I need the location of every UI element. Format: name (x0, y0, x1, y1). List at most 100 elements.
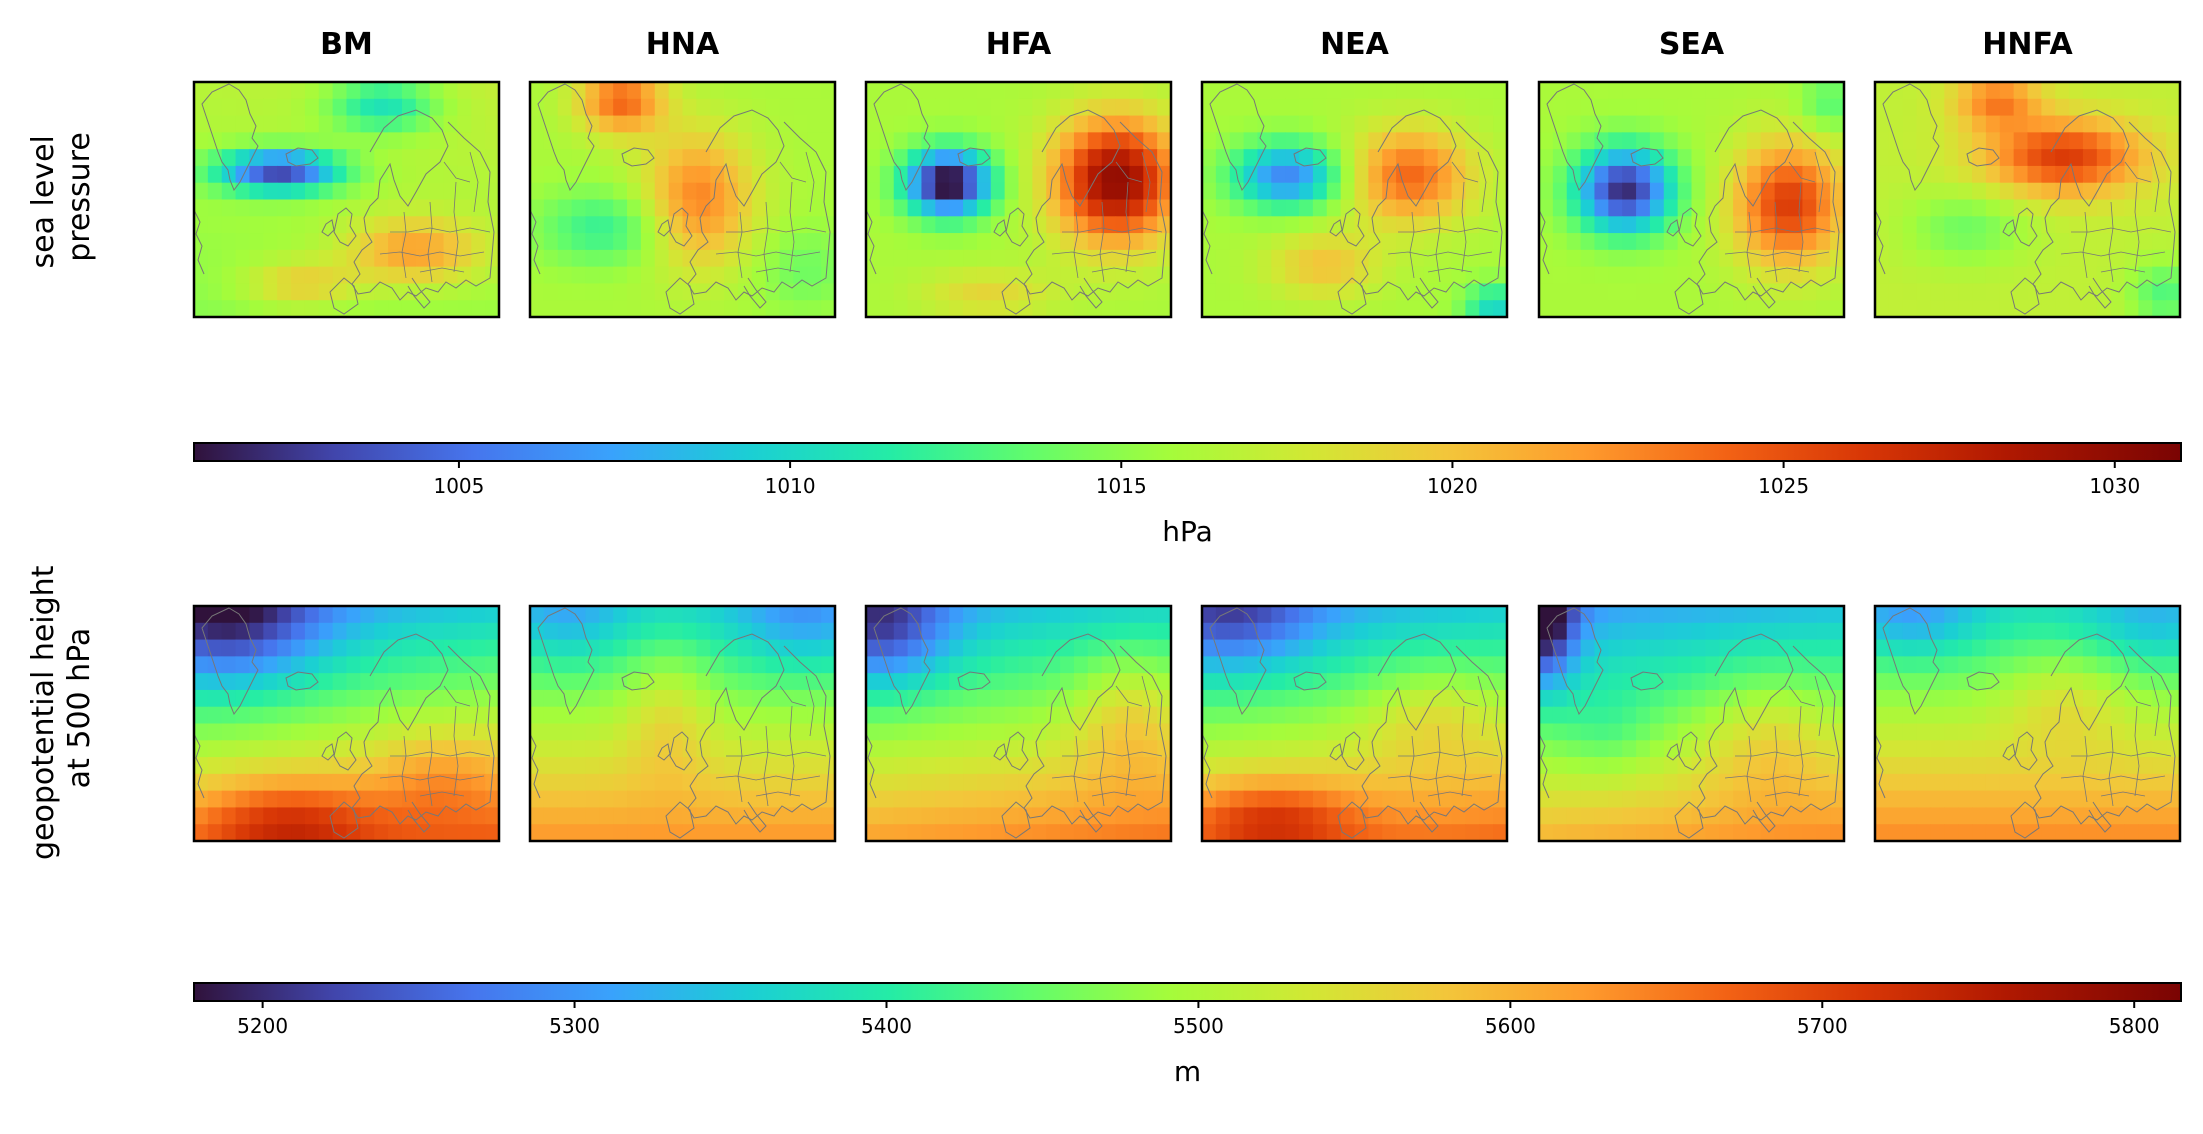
heat-cell (1677, 622, 1693, 641)
heat-cell (1944, 283, 1959, 301)
heat-cell (807, 622, 822, 641)
heat-cell (346, 216, 361, 234)
heat-cell (1719, 622, 1734, 641)
heat-cell (1636, 300, 1651, 317)
heat-cell (949, 606, 964, 624)
heat-cell (557, 824, 573, 841)
heat-cell (346, 98, 361, 117)
heat-cell (1594, 757, 1609, 775)
heat-cell (1916, 824, 1932, 841)
heat-cell (654, 706, 670, 725)
heat-cell (2013, 249, 2029, 268)
heat-cell (249, 824, 264, 841)
heat-cell (1129, 82, 1144, 100)
heat-cell (710, 757, 725, 775)
heat-cell (1760, 216, 1776, 234)
heat-cell (249, 807, 264, 825)
heat-cell (1479, 622, 1494, 641)
heat-cell (1958, 656, 1973, 674)
heat-cell (1257, 266, 1272, 285)
heat-cell (1312, 606, 1328, 624)
heat-cell (1340, 132, 1356, 150)
heat-cell (1326, 182, 1342, 201)
heat-cell (627, 165, 642, 184)
heat-cell (194, 249, 209, 268)
heat-cell (963, 149, 978, 167)
heat-cell (1816, 233, 1831, 251)
heat-cell (360, 266, 375, 285)
heat-cell (2124, 740, 2140, 758)
heat-cell (1622, 233, 1637, 251)
heat-cell (1271, 807, 1286, 825)
heat-cell (2041, 266, 2056, 285)
heat-cell (1087, 82, 1103, 100)
heat-cell (2096, 149, 2112, 167)
heat-cell (1580, 182, 1596, 201)
heat-cell (571, 283, 587, 301)
heat-cell (332, 300, 348, 317)
heat-cell (585, 723, 600, 741)
heat-cell (990, 656, 1006, 674)
heat-cell (1774, 606, 1790, 624)
heat-cell (1705, 98, 1720, 117)
heat-cell (2152, 165, 2167, 184)
heat-cell (640, 199, 656, 217)
heat-cell (1677, 790, 1693, 809)
heat-cell (1774, 233, 1790, 251)
heat-cell (360, 757, 375, 775)
heat-cell (1202, 706, 1217, 725)
heat-cell (935, 283, 950, 301)
heat-cell (332, 115, 348, 133)
heat-cell (1985, 790, 2001, 809)
heat-cell (807, 706, 822, 725)
heat-cell (1046, 673, 1061, 691)
heat-cell (530, 132, 545, 150)
heat-cell (318, 98, 334, 117)
heat-cell (779, 233, 795, 251)
heat-cell (401, 82, 417, 100)
heat-cell (471, 706, 486, 725)
heat-cell (1539, 249, 1554, 268)
heat-cell (1340, 673, 1356, 691)
heat-cell (613, 249, 628, 268)
heat-cell (388, 773, 403, 792)
heat-cell (2152, 249, 2167, 268)
heat-cell (1733, 740, 1748, 758)
heat-cell (1985, 249, 2001, 268)
heat-cell (1760, 266, 1776, 285)
heat-cell (415, 300, 431, 317)
heat-cell (935, 233, 950, 251)
heat-cell (221, 639, 237, 657)
heat-cell (1101, 723, 1117, 741)
heat-cell (263, 82, 278, 100)
heat-cell (1229, 773, 1245, 792)
heat-cell (751, 673, 767, 691)
heat-cell (893, 673, 909, 691)
heat-cell (1143, 165, 1158, 184)
heat-cell (2124, 82, 2140, 100)
heat-cell (2166, 790, 2180, 809)
heat-cell (907, 199, 923, 217)
heat-cell (1215, 300, 1231, 317)
heat-cell (585, 622, 600, 641)
heat-cell (627, 216, 642, 234)
heat-cell (557, 82, 573, 100)
heat-cell (1257, 673, 1272, 691)
heat-cell (793, 216, 808, 234)
heat-cell (1423, 706, 1439, 725)
heat-cell (866, 790, 881, 809)
heat-cell (1087, 656, 1103, 674)
heat-cell (1073, 639, 1089, 657)
heat-cell (935, 673, 950, 691)
heat-cell (976, 757, 992, 775)
heat-cell (1271, 723, 1286, 741)
heat-cell (1916, 300, 1932, 317)
heat-cell (2138, 740, 2153, 758)
heat-cell (235, 199, 251, 217)
heat-cell (543, 622, 559, 641)
heat-cell (1705, 300, 1720, 317)
heat-cell (543, 115, 559, 133)
heat-cell (1087, 283, 1103, 301)
heat-cell (1409, 606, 1425, 624)
heat-cell (1888, 233, 1904, 251)
